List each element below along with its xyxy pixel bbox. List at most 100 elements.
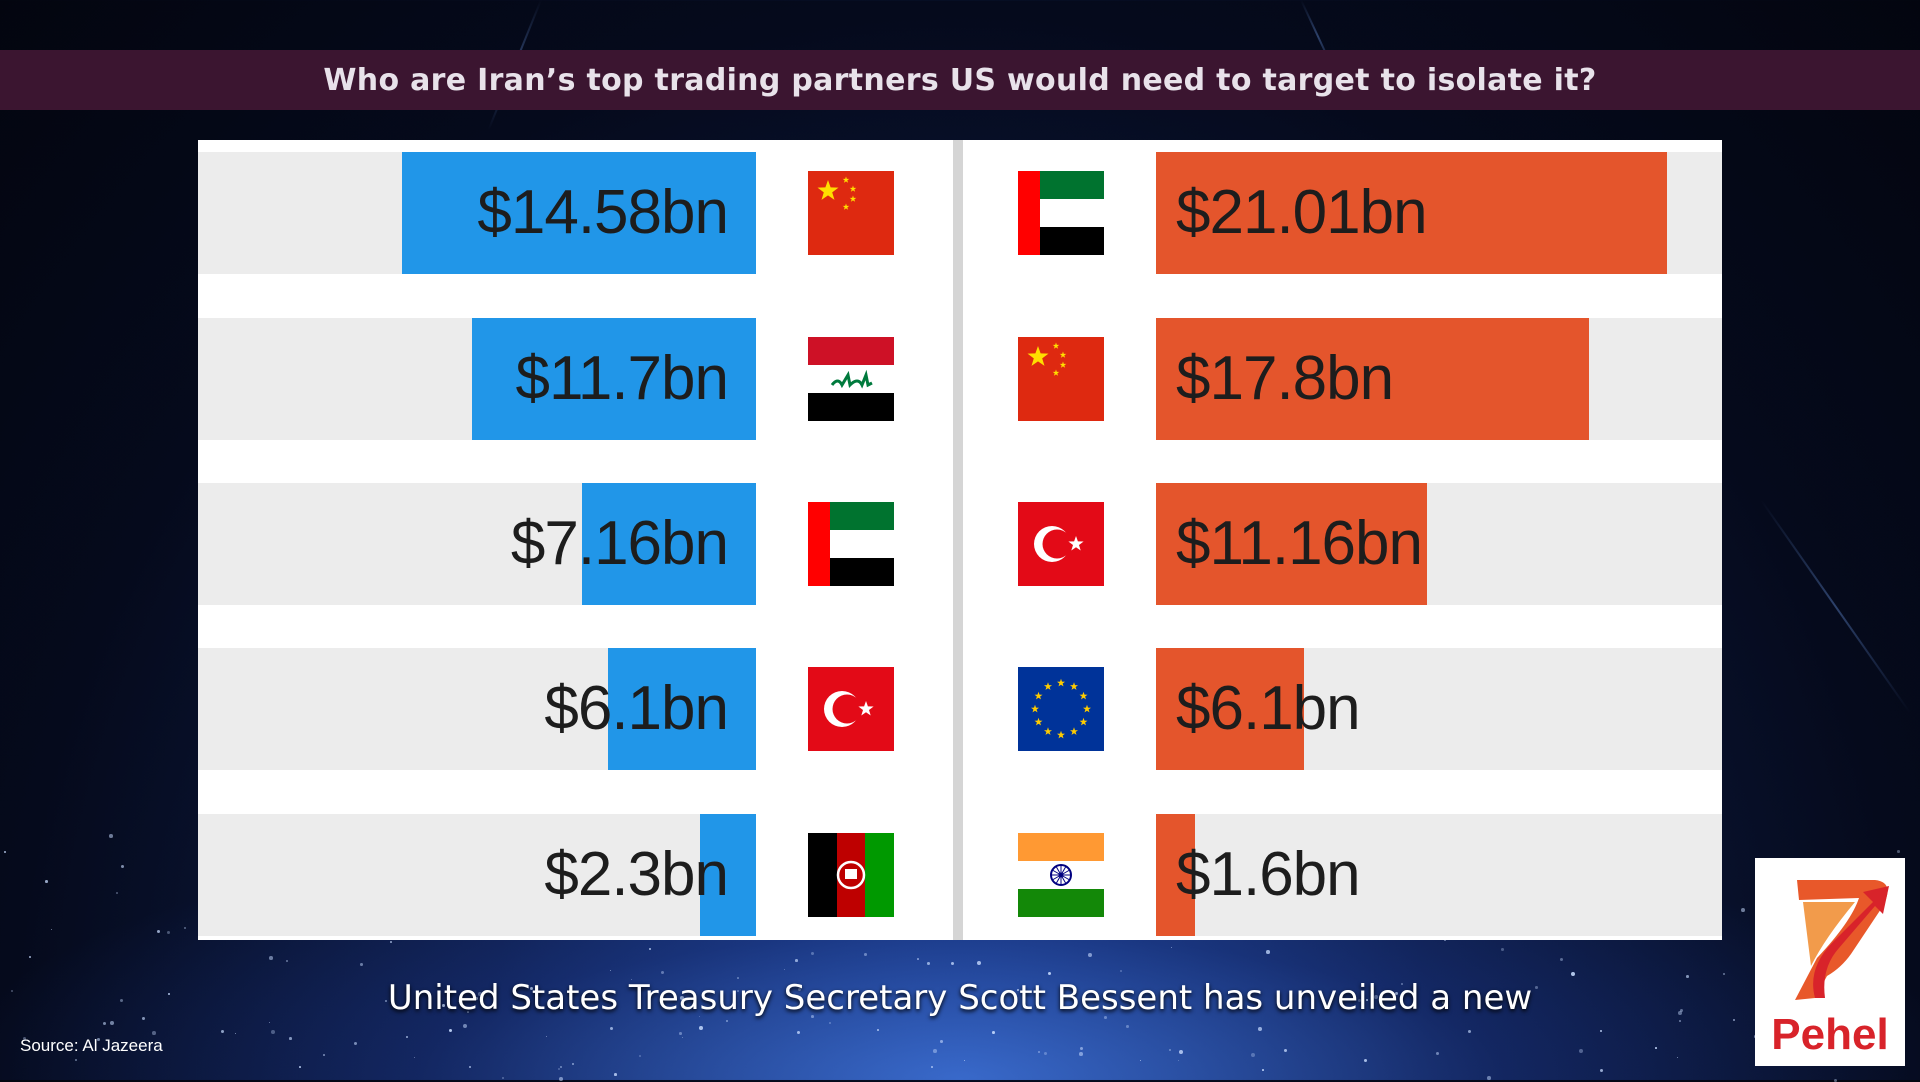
left-value-label-afghanistan: $2.3bn xyxy=(198,814,728,936)
sparkle-dot xyxy=(109,834,113,838)
title-banner: Who are Iran’s top trading partners US w… xyxy=(0,50,1920,110)
sparkle-dot xyxy=(811,952,814,955)
sparkle-dot xyxy=(1048,972,1051,975)
sparkle-dot xyxy=(184,927,186,929)
sparkle-dot xyxy=(1677,1057,1678,1058)
flag-turkey-icon xyxy=(1018,502,1104,586)
sparkle-dot xyxy=(933,1049,937,1053)
sparkle-dot xyxy=(784,969,785,970)
sparkle-dot xyxy=(390,941,392,943)
sparkle-dot xyxy=(1501,948,1504,951)
sparkle-dot xyxy=(797,1031,800,1034)
sparkle-dot xyxy=(29,956,31,958)
sparkle-dot xyxy=(299,1066,301,1068)
sparkle-dot xyxy=(1169,1049,1171,1051)
left-value-label-uae: $7.16bn xyxy=(198,483,728,605)
sparkle-dot xyxy=(1088,953,1092,957)
sparkle-dot xyxy=(1038,1051,1040,1053)
sparkle-dot xyxy=(1487,1076,1491,1080)
sparkle-dot xyxy=(610,970,611,971)
sparkle-dot xyxy=(45,880,48,883)
sparkle-dot xyxy=(1600,1069,1603,1072)
sparkle-dot xyxy=(572,1063,574,1065)
sparkle-dot xyxy=(699,1026,703,1030)
logo-arrow-icon xyxy=(1755,858,1905,1008)
sparkle-dot xyxy=(1741,908,1745,912)
right-value-label-uae: $21.01bn xyxy=(1176,152,1427,274)
sparkle-dot xyxy=(269,1022,270,1023)
sparkle-dot xyxy=(1044,1052,1047,1055)
flag-afghanistan-icon xyxy=(808,833,894,917)
sparkle-dot xyxy=(323,1054,325,1056)
sparkle-dot xyxy=(829,1022,831,1024)
sparkle-dot xyxy=(51,929,52,930)
sparkle-dot xyxy=(1733,1019,1735,1021)
sparkle-dot xyxy=(110,1021,114,1025)
left-value-label-china: $14.58bn xyxy=(198,152,728,274)
sparkle-dot xyxy=(1571,972,1575,976)
sparkle-dot xyxy=(1178,1060,1179,1061)
left-value-label-turkey: $6.1bn xyxy=(198,648,728,770)
sparkle-dot xyxy=(1579,1049,1583,1053)
sparkle-dot xyxy=(1560,958,1563,961)
subtitle-caption: United States Treasury Secretary Scott B… xyxy=(0,978,1920,1018)
sparkle-dot xyxy=(682,1037,683,1038)
sparkle-dot xyxy=(502,1077,504,1079)
flag-china-icon xyxy=(1018,337,1104,421)
sparkle-dot xyxy=(560,1066,562,1068)
pehel-logo: Pehel xyxy=(1755,858,1905,1066)
sparkle-dot xyxy=(558,1068,560,1070)
sparkle-dot xyxy=(1126,1025,1129,1028)
flag-uae-icon xyxy=(808,502,894,586)
sparkle-dot xyxy=(1723,973,1725,975)
sparkle-dot xyxy=(449,1029,452,1032)
sparkle-dot xyxy=(864,953,867,956)
sparkle-dot xyxy=(1284,1049,1287,1052)
sparkle-dot xyxy=(1655,1047,1657,1049)
flag-china-icon xyxy=(808,171,894,255)
sparkle-dot xyxy=(1171,947,1172,948)
sparkle-dot xyxy=(964,1060,965,1061)
sparkle-dot xyxy=(1679,1020,1681,1022)
sparkle-dot xyxy=(354,1042,357,1045)
flag-india-icon xyxy=(1018,833,1104,917)
sparkle-dot xyxy=(4,851,6,853)
right-value-label-china: $17.8bn xyxy=(1176,318,1393,440)
sparkle-dot xyxy=(235,1033,236,1034)
sparkle-dot xyxy=(917,958,919,960)
sparkle-dot xyxy=(152,1031,156,1035)
sparkle-dot xyxy=(951,962,954,965)
sparkle-dot xyxy=(940,1040,943,1043)
sparkle-dot xyxy=(614,1073,617,1076)
sparkle-dot xyxy=(121,865,124,868)
sparkle-dot xyxy=(221,1030,224,1033)
sparkle-dot xyxy=(1258,1027,1262,1031)
sparkle-dot xyxy=(559,1077,563,1081)
sparkle-dot xyxy=(271,1030,275,1034)
sparkle-dot xyxy=(1600,1030,1602,1032)
sparkle-dot xyxy=(75,1059,77,1061)
sparkle-dot xyxy=(977,961,981,965)
sparkle-dot xyxy=(167,931,170,934)
sparkle-dot xyxy=(1080,1047,1083,1050)
sparkle-dot xyxy=(1251,1053,1255,1057)
sparkle-dot xyxy=(1120,970,1122,972)
sparkle-dot xyxy=(1436,1052,1439,1055)
sparkle-dot xyxy=(286,960,288,962)
sparkle-dot xyxy=(610,1027,613,1030)
source-note: Source: Al Jazeera xyxy=(20,1036,163,1056)
sparkle-dot xyxy=(360,963,363,966)
sparkle-dot xyxy=(1179,1050,1183,1054)
sparkle-dot xyxy=(992,1031,995,1034)
sparkle-dot xyxy=(649,948,651,950)
sparkle-dot xyxy=(679,1032,682,1035)
sparkle-dot xyxy=(726,1020,728,1022)
sparkle-dot xyxy=(795,959,798,962)
sparkle-dot xyxy=(463,1024,467,1028)
sparkle-dot xyxy=(406,1036,408,1038)
sparkle-dot xyxy=(414,1057,415,1058)
sparkle-dot xyxy=(661,971,664,974)
logo-text: Pehel xyxy=(1755,1010,1905,1060)
background-ray xyxy=(1760,499,1911,713)
right-value-label-turkey: $11.16bn xyxy=(1176,483,1422,605)
